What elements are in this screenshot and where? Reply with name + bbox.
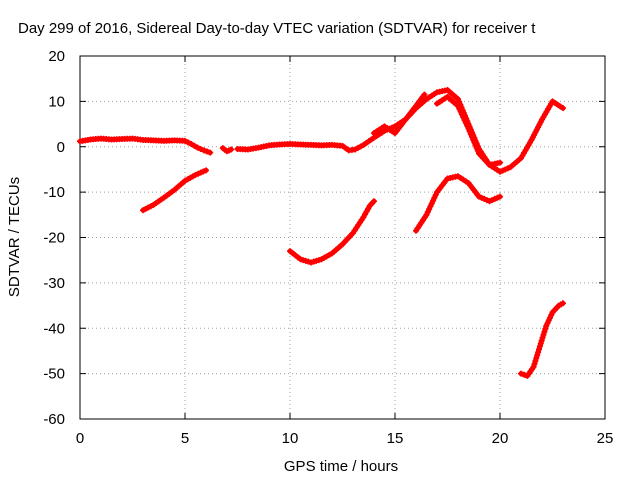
y-tick-label: 20 [48, 48, 65, 65]
data-point [538, 337, 545, 344]
x-tick-label: 5 [181, 430, 189, 447]
data-point [471, 139, 478, 146]
data-point [531, 360, 538, 367]
y-tick-label: -10 [43, 184, 65, 201]
series-track-i [518, 300, 566, 379]
data-point [455, 96, 461, 103]
data-point [540, 331, 547, 338]
data-point [521, 371, 528, 378]
data-point [185, 139, 192, 146]
series-track-a [77, 135, 214, 156]
y-tick-label: -30 [43, 275, 65, 292]
data-point [497, 193, 503, 200]
series-track-g [287, 198, 377, 266]
data-point [470, 136, 477, 143]
x-tick-label: 10 [282, 430, 299, 447]
series-track-d [371, 91, 428, 137]
y-tick-label: -40 [43, 320, 65, 337]
data-point [469, 133, 475, 140]
data-point [533, 355, 540, 362]
data-point [536, 343, 543, 350]
series-track-h [413, 173, 503, 234]
data-point [474, 147, 481, 154]
data-point [537, 340, 544, 347]
data-point [473, 145, 480, 152]
x-axis-label: GPS time / hours [284, 458, 398, 475]
y-tick-label: -20 [43, 230, 65, 247]
series-track-b [219, 145, 235, 155]
x-tick-label: 0 [76, 430, 84, 447]
data-point [532, 357, 539, 364]
x-tick-label: 20 [492, 430, 509, 447]
data-point [465, 125, 472, 132]
data-point [536, 346, 542, 353]
data-point [194, 144, 201, 151]
data-point [530, 363, 537, 370]
chart-title: Day 299 of 2016, Sidereal Day-to-day VTE… [18, 20, 536, 37]
y-tick-label: -50 [43, 366, 65, 383]
series-track-e [434, 93, 503, 168]
data-point [200, 147, 207, 154]
data-point [188, 141, 195, 148]
data-point [421, 91, 428, 98]
data-point [472, 142, 479, 149]
data-point [207, 149, 214, 156]
series-track-f [140, 167, 209, 214]
x-tick-label: 25 [597, 430, 614, 447]
data-point [371, 198, 377, 205]
data-point [535, 349, 542, 356]
data-point [197, 146, 204, 153]
y-tick-label: 0 [57, 139, 65, 156]
y-tick-label: -60 [43, 411, 65, 428]
data-point [539, 334, 546, 341]
data-point [542, 325, 549, 332]
data-point [560, 300, 566, 307]
data-point [182, 137, 188, 144]
data-point [534, 352, 541, 359]
ticks: 0 5 10 15 20 25 -60 -50 -40 -30 -20 -10 0 10 20 [43, 48, 613, 447]
y-tick-label: 10 [48, 93, 65, 110]
data-point [560, 105, 566, 112]
data-point [467, 131, 474, 138]
data-point [541, 328, 548, 335]
data-point [191, 142, 198, 149]
data-point [204, 148, 211, 155]
data-point [203, 167, 209, 174]
grid [80, 56, 605, 419]
data-point [518, 370, 524, 377]
data-point [228, 146, 235, 153]
x-tick-label: 15 [387, 430, 404, 447]
data-point [497, 159, 503, 166]
data-marks [77, 87, 566, 379]
data-point [466, 128, 473, 135]
y-axis-label: SDTVAR / TECUs [6, 177, 23, 297]
